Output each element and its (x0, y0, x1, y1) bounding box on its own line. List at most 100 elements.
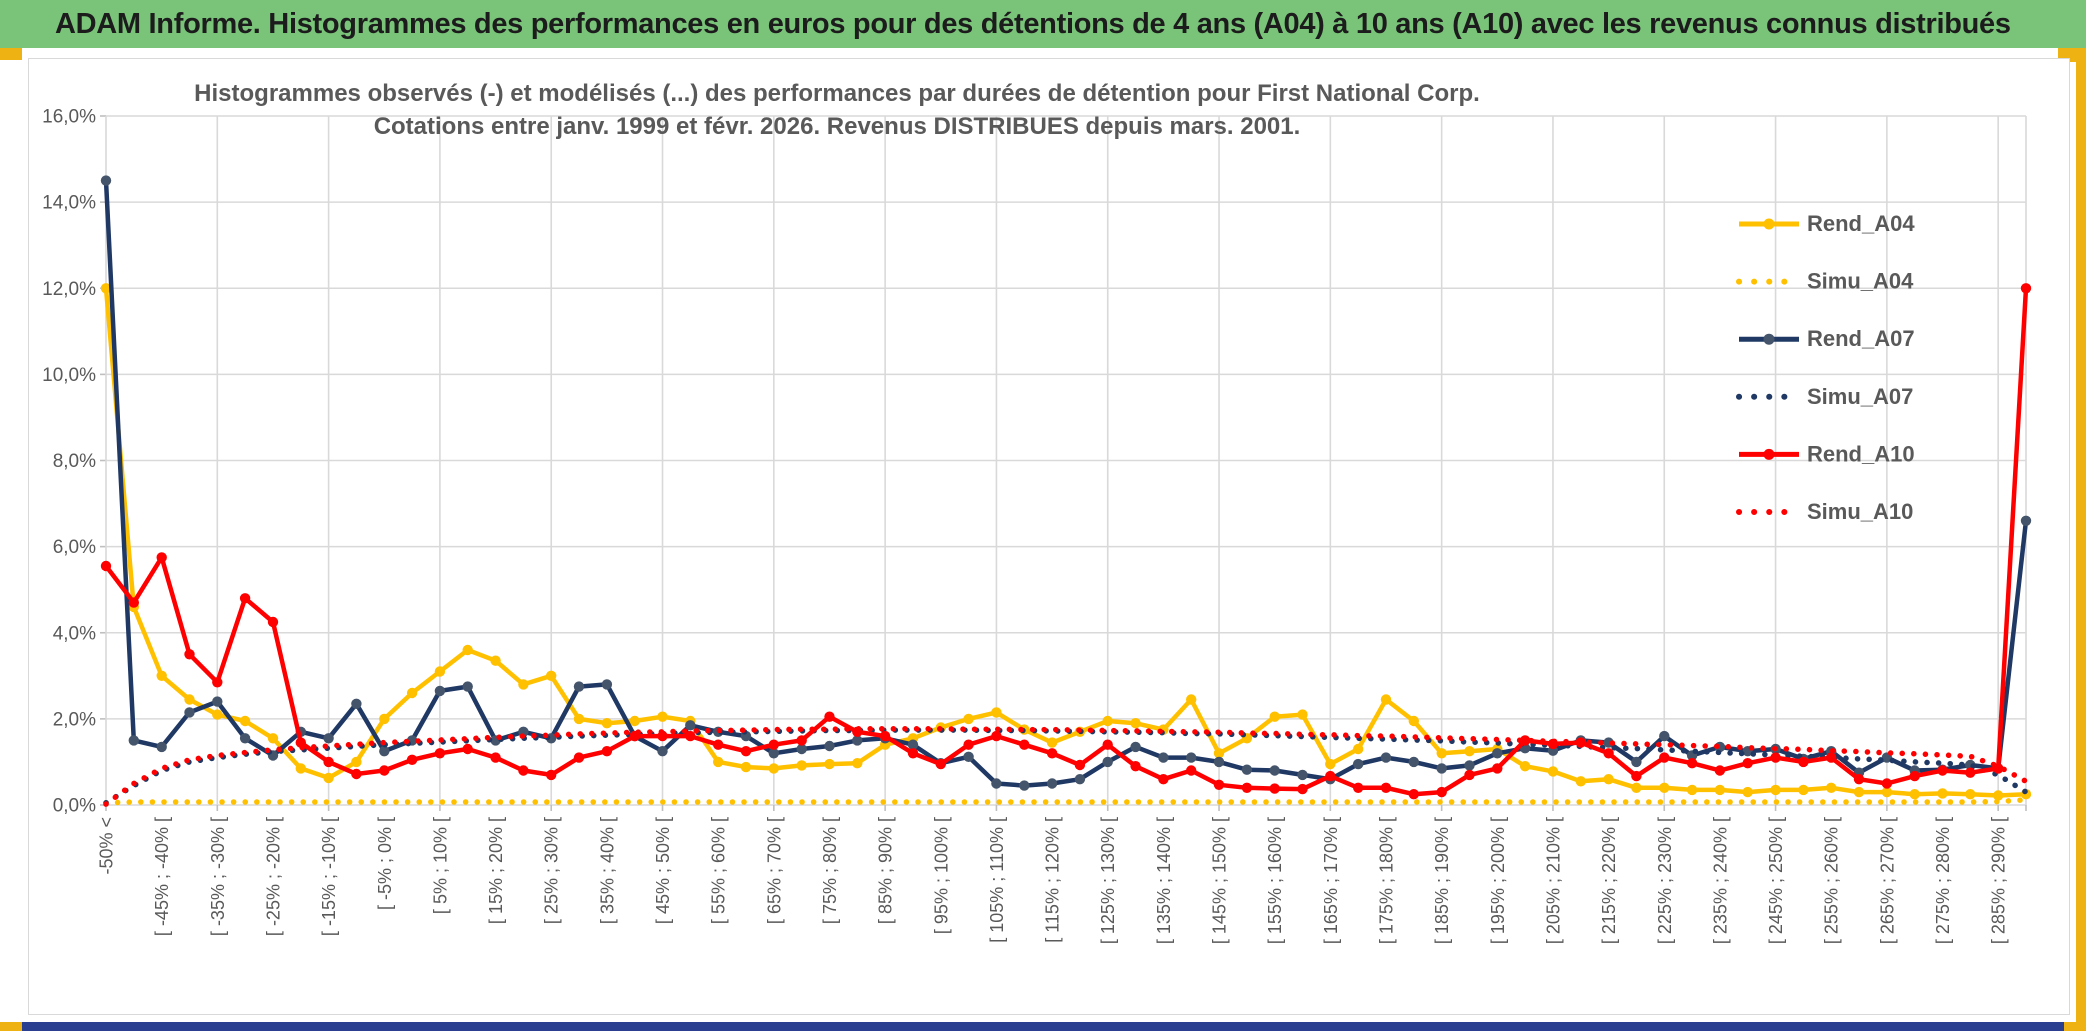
marker-Rend_A07 (1019, 780, 1030, 791)
x-tick-label: [ 35% ; 40% [ (597, 817, 617, 924)
marker-Rend_A10 (1714, 765, 1726, 776)
marker-Rend_A04 (1937, 788, 1948, 799)
x-tick-label: [ 25% ; 30% [ (542, 817, 562, 924)
x-tick-label: -50% < (97, 817, 117, 875)
marker-Rend_A10 (1826, 752, 1837, 763)
legend-entry-Rend_A04[interactable]: Rend_A04 (1739, 211, 1915, 236)
series-Rend_A04 (103, 288, 2027, 798)
x-tick-label: [ 225% ; 230% [ (1655, 817, 1675, 944)
legend-label: Rend_A10 (1807, 441, 1915, 466)
marker-Rend_A07 (1158, 752, 1169, 763)
legend-entry-Simu_A07[interactable]: Simu_A07 (1736, 384, 1913, 409)
marker-Rend_A07 (1353, 758, 1364, 770)
marker-Rend_A10 (685, 730, 696, 742)
x-tick-label: [ 285% ; 290% [ (1989, 817, 2009, 944)
marker-Rend_A07 (824, 740, 835, 752)
y-tick-label: 0,0% (53, 796, 96, 817)
legend-label: Rend_A04 (1807, 211, 1915, 236)
y-tick-label: 4,0% (53, 623, 96, 644)
marker-Rend_A10 (768, 739, 779, 750)
x-tick-label: [ 95% ; 100% [ (931, 817, 951, 934)
x-tick-label: [ 15% ; 20% [ (486, 817, 506, 924)
x-tick-label: [ 155% ; 160% [ (1265, 817, 1285, 944)
marker-Rend_A10 (1798, 756, 1809, 768)
marker-Rend_A04 (239, 715, 251, 727)
marker-Rend_A04 (546, 670, 557, 681)
marker-Rend_A10 (1965, 767, 1976, 778)
series-Simu_A10 (103, 726, 2029, 807)
marker-Rend_A10 (1019, 739, 1030, 750)
marker-Rend_A10 (323, 756, 334, 768)
marker-Rend_A10 (1130, 761, 1141, 772)
marker-Rend_A10 (462, 743, 473, 755)
x-tick-label: [ 45% ; 50% [ (653, 817, 673, 924)
marker-Rend_A04 (1269, 711, 1280, 722)
marker-Rend_A04 (267, 733, 279, 744)
marker-Rend_A07 (685, 720, 696, 731)
marker-Rend_A07 (573, 681, 585, 692)
y-tick-label: 12,0% (42, 279, 96, 300)
marker-Rend_A07 (1436, 763, 1447, 774)
marker-Rend_A10 (1297, 783, 1308, 795)
marker-Rend_A10 (267, 616, 279, 628)
report-title: ADAM Informe. Histogrammes des performan… (55, 7, 2011, 40)
marker-Rend_A10 (1186, 765, 1197, 776)
legend-swatch-marker (1763, 448, 1775, 460)
y-tick-label: 10,0% (42, 365, 96, 386)
marker-Rend_A07 (601, 679, 613, 690)
marker-Rend_A10 (1046, 748, 1058, 759)
marker-Rend_A04 (1380, 694, 1392, 705)
marker-Rend_A04 (1659, 782, 1670, 793)
marker-Rend_A10 (1937, 765, 1948, 776)
x-tick-label: [ 115% ; 120% [ (1043, 817, 1063, 943)
marker-Rend_A10 (796, 735, 807, 746)
marker-Rend_A10 (434, 748, 446, 759)
marker-Rend_A07 (379, 746, 390, 757)
marker-Rend_A10 (1102, 739, 1113, 750)
marker-Rend_A07 (768, 748, 779, 759)
x-tick-label: [ -45% ; -40% [ (152, 817, 172, 936)
legend-entry-Simu_A10[interactable]: Simu_A10 (1736, 499, 1913, 524)
performance-histogram-chart[interactable]: 0,0% 2,0% 4,0% 6,0% 8,0% 10,0% 12,0% 14,0% 16,0%… (28, 58, 2070, 1015)
marker-Rend_A07 (1492, 748, 1503, 759)
x-tick-label: [ 85% ; 90% [ (876, 817, 896, 924)
marker-Rend_A04 (740, 761, 752, 773)
marker-Rend_A04 (1575, 776, 1587, 787)
legend-entry-Rend_A07[interactable]: Rend_A07 (1739, 326, 1915, 351)
marker-Rend_A07 (1241, 764, 1253, 775)
x-tick-label: [ -35% ; -30% [ (208, 817, 228, 936)
marker-Rend_A10 (1269, 783, 1280, 794)
marker-Rend_A10 (156, 552, 167, 563)
x-tick-label: [ -5% ; 0% [ (375, 817, 395, 910)
chart-title-line1: Histogrammes observés (-) et modélisés (… (194, 80, 1480, 107)
x-tick-label: [ 5% ; 10% [ (430, 817, 450, 914)
marker-Rend_A10 (379, 765, 390, 776)
marker-Rend_A10 (2020, 283, 2032, 294)
marker-Rend_A07 (1213, 756, 1225, 768)
marker-Rend_A04 (1046, 737, 1058, 748)
marker-Rend_A07 (1102, 756, 1113, 768)
legend-entry-Simu_A04[interactable]: Simu_A04 (1736, 269, 1914, 294)
legend-entry-Rend_A10[interactable]: Rend_A10 (1739, 441, 1915, 466)
marker-Rend_A07 (323, 733, 334, 744)
marker-Rend_A04 (601, 718, 613, 729)
y-tick-label: 2,0% (53, 709, 96, 730)
marker-Rend_A10 (128, 597, 139, 608)
legend-label: Simu_A04 (1807, 269, 1914, 294)
marker-Rend_A10 (406, 754, 418, 765)
marker-Rend_A04 (1130, 718, 1141, 729)
x-tick-label: [ 135% ; 140% [ (1154, 817, 1174, 944)
marker-Rend_A04 (629, 715, 640, 727)
marker-Rend_A10 (351, 768, 362, 780)
marker-Rend_A04 (1547, 766, 1559, 777)
marker-Rend_A04 (852, 758, 863, 769)
marker-Rend_A04 (1993, 790, 2004, 801)
marker-Rend_A07 (351, 698, 362, 709)
x-tick-label: [ 195% ; 200% [ (1488, 817, 1508, 944)
marker-Rend_A04 (1519, 761, 1531, 772)
x-tick-label: [ 185% ; 190% [ (1432, 817, 1452, 944)
x-tick-label: [ 215% ; 220% [ (1599, 817, 1619, 944)
marker-Rend_A04 (1603, 774, 1614, 785)
x-tick-label: [ 235% ; 240% [ (1710, 817, 1730, 944)
